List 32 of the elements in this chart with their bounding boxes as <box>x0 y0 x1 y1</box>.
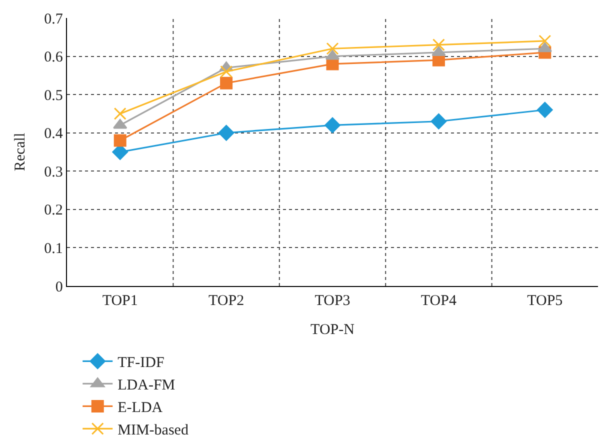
y-tick-label: 0 <box>55 279 63 296</box>
point <box>114 107 126 120</box>
x-tick-label: TOP1 <box>102 293 138 310</box>
x-axis-title: TOP-N <box>310 322 355 338</box>
point <box>432 38 445 52</box>
point <box>538 34 552 48</box>
point <box>114 134 126 147</box>
y-tick-label: 0.1 <box>44 240 63 257</box>
x-tick-label: TOP4 <box>420 293 457 310</box>
legend-label: MIM-based <box>118 422 189 439</box>
x-tick-label: TOP2 <box>208 293 244 310</box>
y-tick-label: 0.4 <box>44 126 64 142</box>
y-tick-label: 0.7 <box>44 11 64 28</box>
point <box>538 42 552 52</box>
y-axis-title: Recall <box>12 132 28 172</box>
point <box>324 117 340 134</box>
point <box>218 124 234 141</box>
point <box>220 65 233 78</box>
y-tick-label: 0.2 <box>44 202 63 219</box>
x-tick-label: TOP5 <box>527 293 563 310</box>
x-tick-label: TOP3 <box>314 293 350 310</box>
y-tick-label: 0.5 <box>44 88 63 104</box>
y-tick-label: 0.3 <box>44 164 63 180</box>
point <box>326 42 339 55</box>
point <box>113 118 128 129</box>
legend-label: E-LDA <box>118 400 163 416</box>
point <box>430 113 447 130</box>
legend-label: TF-IDF <box>118 355 164 372</box>
point <box>220 76 233 90</box>
point <box>537 102 553 118</box>
y-tick-label: 0.6 <box>44 50 64 66</box>
legend-label: LDA-FM <box>118 378 176 394</box>
